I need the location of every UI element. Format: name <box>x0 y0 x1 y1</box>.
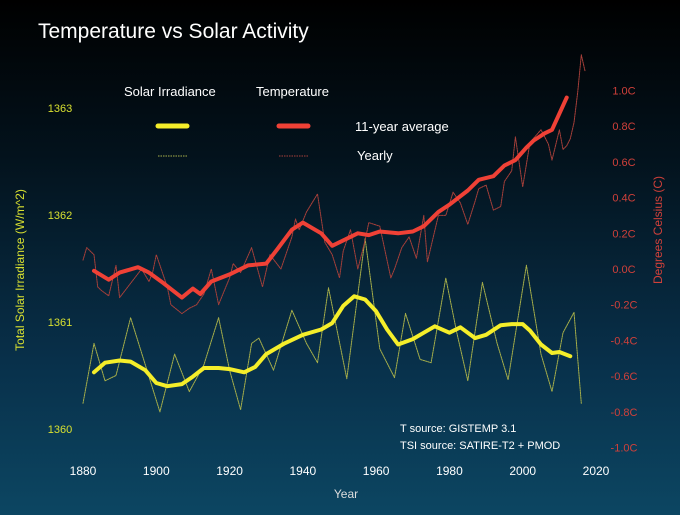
left-axis-ticks: 1360 1361 1362 1363 <box>48 103 72 436</box>
left-tick-label: 1363 <box>48 103 72 115</box>
right-tick-label: -0.4C <box>611 335 638 347</box>
right-tick-label: 0.0C <box>612 264 635 276</box>
solar-yearly-line <box>82 238 582 413</box>
temperature-11yr-line <box>92 95 569 300</box>
x-tick-label: 2020 <box>583 464 610 478</box>
legend-solar-header: Solar Irradiance <box>124 84 216 99</box>
legend-temp-header: Temperature <box>256 84 329 99</box>
annotation-temp-source: T source: GISTEMP 3.1 <box>400 423 516 435</box>
chart-title: Temperature vs Solar Activity <box>38 20 309 43</box>
right-axis-label: Degrees Celsius (C) <box>651 176 665 284</box>
right-tick-label: 0.8C <box>612 121 635 133</box>
x-axis-label: Year <box>334 487 358 501</box>
right-tick-label: -1.0C <box>611 443 638 455</box>
right-tick-label: 0.2C <box>612 228 635 240</box>
right-axis-ticks: 1.0C 0.8C 0.6C 0.4C 0.2C 0.0C -0.2C -0.4C -0.6C -… <box>611 86 638 455</box>
right-tick-label: -0.8C <box>611 407 638 419</box>
left-tick-label: 1362 <box>48 210 72 222</box>
right-tick-label: 0.6C <box>612 157 635 169</box>
right-tick-label: 0.4C <box>612 193 635 205</box>
series-group <box>82 54 586 413</box>
left-tick-label: 1361 <box>48 317 72 329</box>
x-tick-label: 1880 <box>70 464 97 478</box>
left-axis-label: Total Solar Irradiance (W/m^2) <box>13 189 27 351</box>
right-tick-label: -0.6C <box>611 371 638 383</box>
legend-yearly-label: Yearly <box>357 148 393 163</box>
legend: Solar Irradiance Temperature 11-year ave… <box>124 84 449 163</box>
x-tick-label: 1900 <box>143 464 170 478</box>
x-tick-label: 1980 <box>436 464 463 478</box>
left-tick-label: 1360 <box>48 424 72 436</box>
x-tick-label: 2000 <box>509 464 536 478</box>
x-axis-ticks: 1880 1900 1920 1940 1960 1980 2000 2020 <box>70 464 610 478</box>
annotation-tsi-source: TSI source: SATIRE-T2 + PMOD <box>400 440 560 452</box>
right-tick-label: -0.2C <box>611 300 638 312</box>
x-tick-label: 1960 <box>363 464 390 478</box>
right-tick-label: 1.0C <box>612 86 635 98</box>
legend-avg-label: 11-year average <box>355 119 449 134</box>
x-tick-label: 1920 <box>216 464 243 478</box>
solar-11yr-line <box>92 294 573 389</box>
x-tick-label: 1940 <box>290 464 317 478</box>
